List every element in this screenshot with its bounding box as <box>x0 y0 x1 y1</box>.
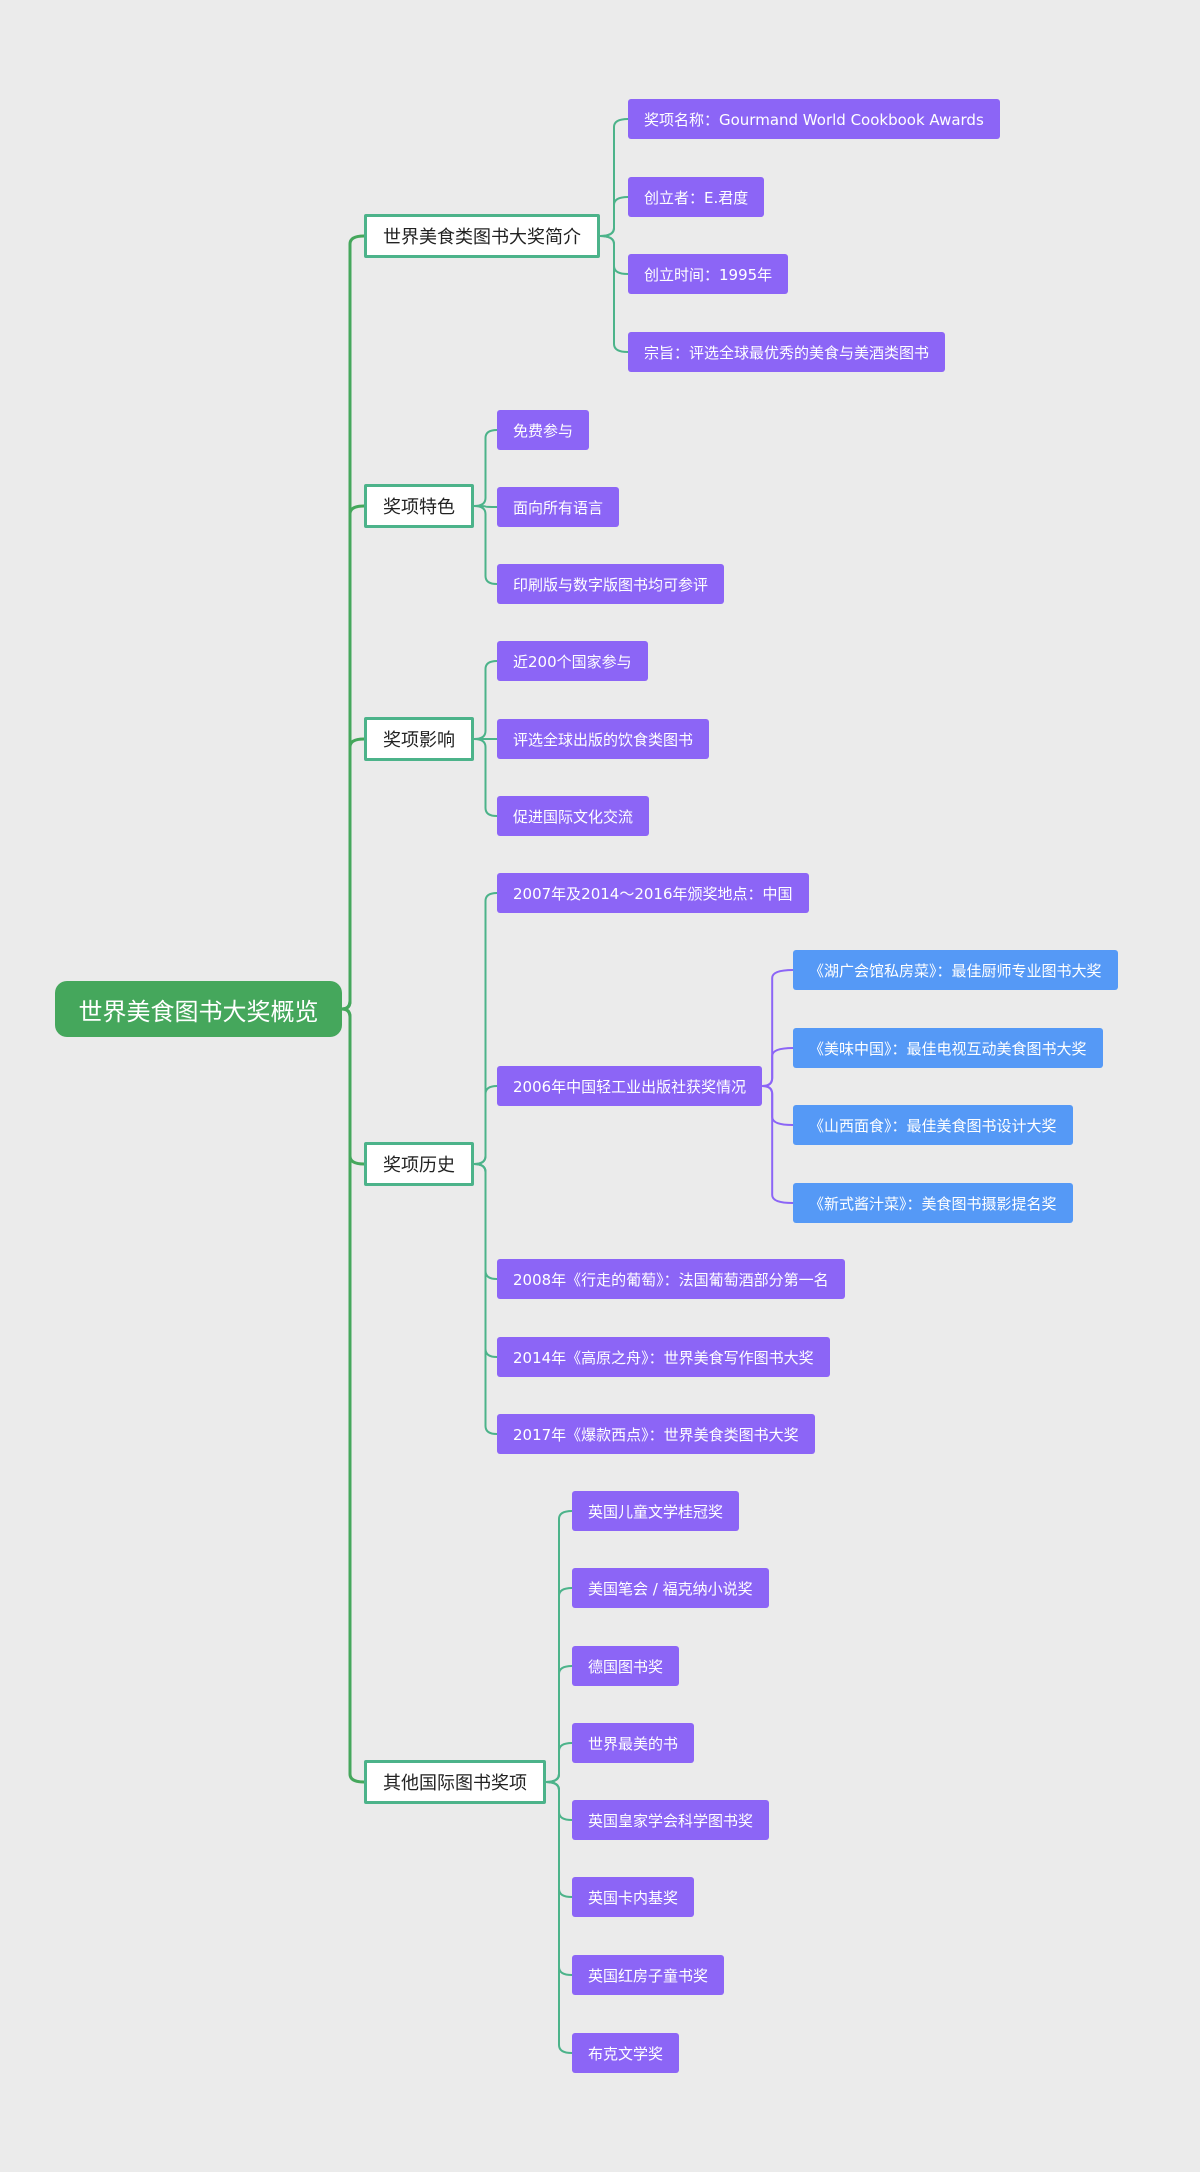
leaf-founded-year[interactable]: 创立时间：1995年 <box>628 254 789 294</box>
leaf-history[interactable]: 2017年《爆款西点》：世界美食类图书大奖 <box>497 1414 815 1454</box>
connector-line <box>762 1085 794 1204</box>
leaf-feature[interactable]: 印刷版与数字版图书均可参评 <box>497 564 725 604</box>
subleaf-award[interactable]: 《山西面食》：最佳美食图书设计大奖 <box>793 1105 1073 1145</box>
connector-line <box>473 660 498 740</box>
connector-line <box>599 235 629 275</box>
leaf-history[interactable]: 2008年《行走的葡萄》：法国葡萄酒部分第一名 <box>497 1259 845 1299</box>
connector-line <box>341 234 365 1011</box>
leaf-other-award[interactable]: 布克文学奖 <box>572 2033 680 2073</box>
leaf-influence[interactable]: 评选全球出版的饮食类图书 <box>497 719 710 759</box>
leaf-other-award[interactable]: 世界最美的书 <box>572 1723 695 1763</box>
connector-line <box>473 738 498 817</box>
connector-line <box>545 1781 573 1898</box>
connector-line <box>341 1007 365 1166</box>
subleaf-award[interactable]: 《湖广会馆私房菜》：最佳厨师专业图书大奖 <box>793 950 1118 990</box>
connector-line <box>473 1163 498 1358</box>
leaf-other-award[interactable]: 英国红房子童书奖 <box>572 1955 725 1995</box>
branch-history[interactable]: 奖项历史 <box>364 1142 474 1186</box>
branch-features[interactable]: 奖项特色 <box>364 484 474 528</box>
leaf-purpose[interactable]: 宗旨：评选全球最优秀的美食与美酒类图书 <box>628 332 946 372</box>
root-topic[interactable]: 世界美食图书大奖概览 <box>55 981 342 1037</box>
connector-line <box>762 969 794 1087</box>
connector-line <box>545 1781 573 1976</box>
leaf-founder[interactable]: 创立者：E.君度 <box>628 177 765 217</box>
connector-line <box>762 1047 794 1087</box>
leaf-other-award[interactable]: 英国卡内基奖 <box>572 1877 695 1917</box>
leaf-feature[interactable]: 免费参与 <box>497 410 590 450</box>
leaf-other-award[interactable]: 德国图书奖 <box>572 1646 680 1686</box>
leaf-history[interactable]: 2007年及2014～2016年颁奖地点：中国 <box>497 873 809 913</box>
connector-line <box>762 1085 794 1126</box>
connector-line <box>341 1007 365 1784</box>
branch-influence[interactable]: 奖项影响 <box>364 717 474 761</box>
leaf-influence[interactable]: 促进国际文化交流 <box>497 796 650 836</box>
connector-line <box>599 235 629 353</box>
connector-line <box>599 118 629 237</box>
connector-line <box>599 196 629 237</box>
connector-line <box>545 1742 573 1783</box>
leaf-influence[interactable]: 近200个国家参与 <box>497 641 648 681</box>
connector-line <box>545 1665 573 1783</box>
connector-line <box>545 1510 573 1783</box>
connector-line <box>473 1163 498 1435</box>
connector-line <box>545 1781 573 1821</box>
connector-line <box>473 505 498 508</box>
branch-other-awards[interactable]: 其他国际图书奖项 <box>364 1760 546 1804</box>
leaf-other-award[interactable]: 英国儿童文学桂冠奖 <box>572 1491 740 1531</box>
leaf-award-name[interactable]: 奖项名称：Gourmand World Cookbook Awards <box>628 99 1000 139</box>
subleaf-award[interactable]: 《新式酱汁菜》：美食图书摄影提名奖 <box>793 1183 1073 1223</box>
leaf-history[interactable]: 2014年《高原之舟》：世界美食写作图书大奖 <box>497 1337 830 1377</box>
connector-line <box>473 892 498 1165</box>
leaf-history-2006[interactable]: 2006年中国轻工业出版社获奖情况 <box>497 1066 763 1106</box>
leaf-other-award[interactable]: 英国皇家学会科学图书奖 <box>572 1800 770 1840</box>
connector-line <box>341 504 365 1011</box>
leaf-feature[interactable]: 面向所有语言 <box>497 487 620 527</box>
branch-award-intro[interactable]: 世界美食类图书大奖简介 <box>364 214 600 258</box>
connector-line <box>473 429 498 507</box>
leaf-other-award[interactable]: 美国笔会 / 福克纳小说奖 <box>572 1568 769 1608</box>
connector-line <box>341 737 365 1011</box>
connector-line <box>473 1085 498 1165</box>
subleaf-award[interactable]: 《美味中国》：最佳电视互动美食图书大奖 <box>793 1028 1103 1068</box>
connector-line <box>473 505 498 585</box>
connector-line <box>545 1587 573 1783</box>
connector-line <box>473 1163 498 1280</box>
connector-line <box>545 1781 573 2054</box>
